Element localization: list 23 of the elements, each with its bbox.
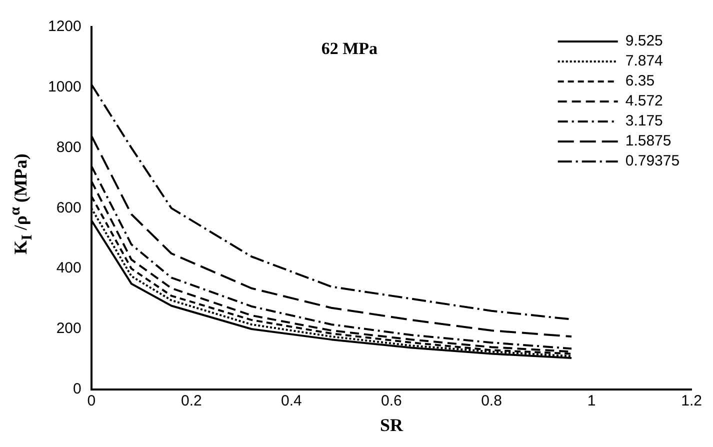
annotation: 62 MPa xyxy=(321,38,378,58)
legend-label: 6.35 xyxy=(625,72,655,90)
y-tick-label: 400 xyxy=(56,260,82,277)
x-tick-label: 1.2 xyxy=(681,392,702,410)
legend-label: 9.525 xyxy=(625,32,663,50)
legend-label: 3.175 xyxy=(625,112,663,130)
x-tick-label: 0.4 xyxy=(281,392,302,410)
y-tick-label: 0 xyxy=(73,380,82,398)
y-tick-label: 200 xyxy=(56,320,82,338)
x-tick-label: 0.6 xyxy=(381,392,402,410)
x-tick-label: 0 xyxy=(87,392,96,410)
y-tick-label: 1200 xyxy=(48,18,82,36)
y-tick-label: 600 xyxy=(56,199,82,216)
legend-label: 0.79375 xyxy=(625,152,680,170)
x-tick-label: 1 xyxy=(587,392,596,410)
y-tick-label: 1000 xyxy=(48,78,82,96)
y-tick-label: 800 xyxy=(56,138,82,156)
legend-label: 7.874 xyxy=(625,52,663,70)
x-axis-title: SR xyxy=(380,414,404,435)
legend-label: 1.5875 xyxy=(625,132,672,150)
legend-label: 4.572 xyxy=(625,92,663,110)
x-tick-label: 0.8 xyxy=(481,392,502,410)
x-tick-label: 0.2 xyxy=(180,392,202,410)
